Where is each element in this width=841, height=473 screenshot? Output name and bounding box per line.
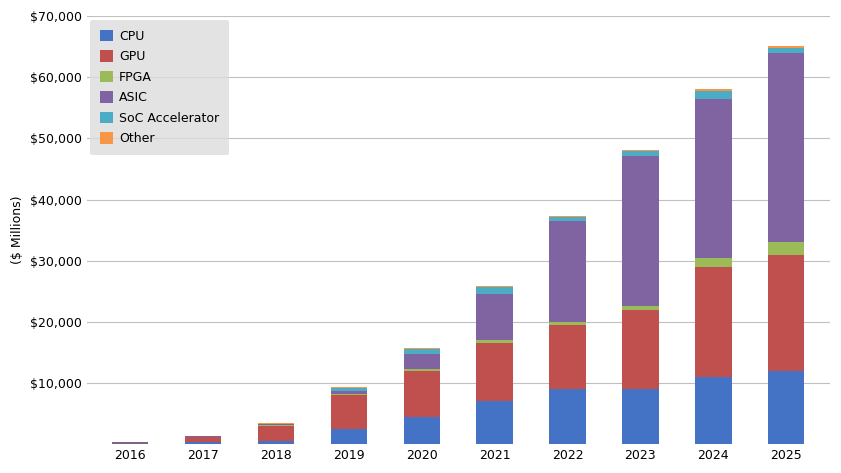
Bar [258,426,294,441]
Bar [112,442,149,443]
Bar [695,267,732,377]
Bar [185,437,221,438]
Bar [258,441,294,444]
Bar [477,401,513,444]
Bar [404,348,440,349]
Bar [622,156,659,306]
Bar [404,349,440,353]
Bar [549,322,585,325]
Bar [404,353,440,369]
Bar [768,53,804,242]
Bar [258,423,294,424]
Bar [404,371,440,417]
Bar [185,436,221,437]
Bar [768,371,804,444]
Bar [622,306,659,309]
Bar [331,387,368,388]
Bar [477,294,513,340]
Bar [695,377,732,444]
Bar [622,389,659,444]
Bar [622,151,659,156]
Bar [331,388,368,391]
Bar [695,258,732,267]
Bar [331,391,368,394]
Bar [112,443,149,444]
Bar [695,99,732,258]
Bar [768,46,804,48]
Bar [404,369,440,371]
Bar [695,89,732,91]
Bar [768,242,804,254]
Bar [549,389,585,444]
Bar [768,48,804,53]
Bar [404,417,440,444]
Bar [477,340,513,343]
Bar [695,91,732,99]
Bar [549,221,585,322]
Bar [331,394,368,395]
Bar [768,254,804,371]
Bar [331,429,368,444]
Bar [258,425,294,426]
Bar [549,325,585,389]
Bar [622,309,659,389]
Bar [549,216,585,217]
Bar [258,424,294,425]
Bar [185,438,221,442]
Y-axis label: ($ Millions): ($ Millions) [11,196,24,264]
Legend: CPU, GPU, FPGA, ASIC, SoC Accelerator, Other: CPU, GPU, FPGA, ASIC, SoC Accelerator, O… [90,20,229,155]
Bar [477,287,513,294]
Bar [549,217,585,221]
Bar [331,395,368,429]
Bar [477,343,513,401]
Bar [622,150,659,151]
Bar [477,286,513,287]
Bar [185,442,221,444]
